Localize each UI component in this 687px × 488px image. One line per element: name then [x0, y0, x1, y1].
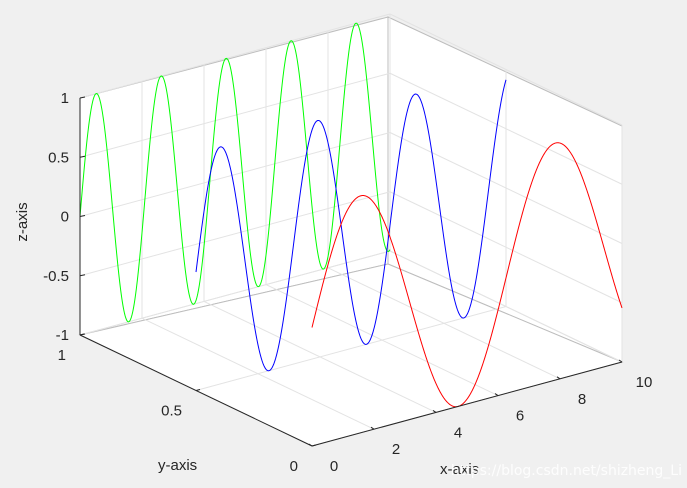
series-line-2 [195, 79, 507, 372]
grid-lines [79, 13, 623, 447]
y-tick-label: 0.5 [161, 403, 182, 420]
z-grid-right-wall [389, 13, 623, 126]
x-tick [370, 426, 375, 430]
axis-ticks: 0 2 4 6 8 10 0 0.5 1 -1 -0.5 0 0.5 1 [43, 90, 652, 475]
x-tick-label: 10 [636, 374, 653, 391]
z-axis-label: z-axis [14, 202, 31, 241]
z-tick [79, 333, 86, 336]
x-tick-label: 0 [330, 458, 338, 475]
y-grid-floor [195, 306, 507, 391]
z-grid-right-wall [389, 191, 623, 304]
x-tick-label: 6 [516, 408, 524, 425]
x-tick [432, 409, 437, 413]
x-tick-label: 8 [578, 391, 586, 408]
z-tick-label: 0.5 [48, 149, 69, 166]
z-tick-label: -0.5 [43, 268, 69, 285]
z-tick-label: 0 [61, 209, 69, 226]
z-grid-left-wall [79, 250, 391, 336]
y-tick [311, 444, 317, 447]
series-line-3 [311, 142, 623, 408]
x-tick-label: 4 [454, 424, 462, 441]
z-tick-label: -1 [56, 327, 69, 344]
z-tick [79, 155, 86, 158]
x-tick [556, 376, 561, 380]
data-series [79, 22, 623, 408]
x-tick-label: 2 [392, 441, 400, 458]
x-tick [494, 393, 499, 397]
z-tick [79, 215, 86, 217]
x-axis-line [311, 361, 623, 447]
z-grid-left-wall [79, 132, 391, 217]
x-tick [308, 443, 313, 447]
y-tick-label: 0 [290, 458, 298, 475]
z-grid-right-wall [389, 250, 623, 363]
z-grid-right-wall [389, 132, 623, 244]
z-tick-label: 1 [61, 90, 69, 107]
x-tick [618, 359, 623, 363]
watermark-text: https://blog.csdn.net/shizheng_Li [451, 463, 682, 479]
x-axis-label: x-axis [440, 461, 479, 478]
y-tick [195, 389, 201, 391]
y-tick-label: 1 [58, 347, 66, 364]
z-grid-left-wall [79, 72, 391, 158]
z-tick [79, 96, 86, 99]
z-grid-right-wall [389, 72, 623, 185]
z-grid-left-wall [79, 13, 391, 99]
y-axis-label: y-axis [158, 457, 197, 474]
series-line-1 [79, 22, 391, 323]
z-tick [79, 274, 86, 277]
